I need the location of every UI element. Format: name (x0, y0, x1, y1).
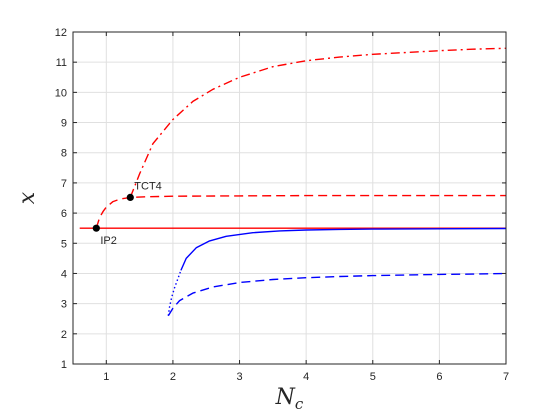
x-axis-label-main: N (275, 385, 296, 410)
marked-points: IP2 TCT4 (92, 180, 162, 247)
x-tick-label: 7 (503, 371, 509, 383)
point-label: TCT4 (134, 180, 162, 192)
y-tick-label: 12 (55, 27, 67, 39)
y-tick-label: 5 (61, 238, 67, 250)
y-tick-label: 7 (61, 178, 67, 190)
y-tick-label: 8 (61, 148, 67, 160)
y-tick-label: 10 (55, 87, 67, 99)
x-tick-label: 6 (436, 371, 442, 383)
x-tick-label: 4 (303, 371, 309, 383)
series-line-dashed (95, 194, 506, 229)
marked-point (126, 193, 134, 201)
series-layer (79, 47, 507, 317)
y-tick-label: 2 (61, 329, 67, 341)
y-tick-label: 1 (61, 359, 67, 371)
series-line-dashdot (129, 47, 507, 198)
x-tick-label: 5 (370, 371, 376, 383)
series-line-dashed (167, 272, 507, 317)
x-axis-label-subscript: c (295, 395, 304, 413)
x-tick-label: 3 (236, 371, 242, 383)
marked-point (92, 224, 100, 232)
x-axis-label: Nc (275, 385, 304, 413)
x-tick-label: 1 (103, 371, 109, 383)
plot-area (73, 32, 506, 364)
plot-frame (72, 31, 507, 365)
y-tick-label: 6 (61, 208, 67, 220)
y-axis-label: x (15, 191, 40, 204)
y-tick-label: 4 (61, 268, 67, 280)
y-tick-label: 9 (61, 118, 67, 130)
x-tick-label: 2 (170, 371, 176, 383)
y-tick-label: 3 (61, 299, 67, 311)
point-label: IP2 (100, 235, 117, 247)
series-line-solid (180, 227, 507, 271)
y-tick-label: 11 (56, 57, 67, 69)
